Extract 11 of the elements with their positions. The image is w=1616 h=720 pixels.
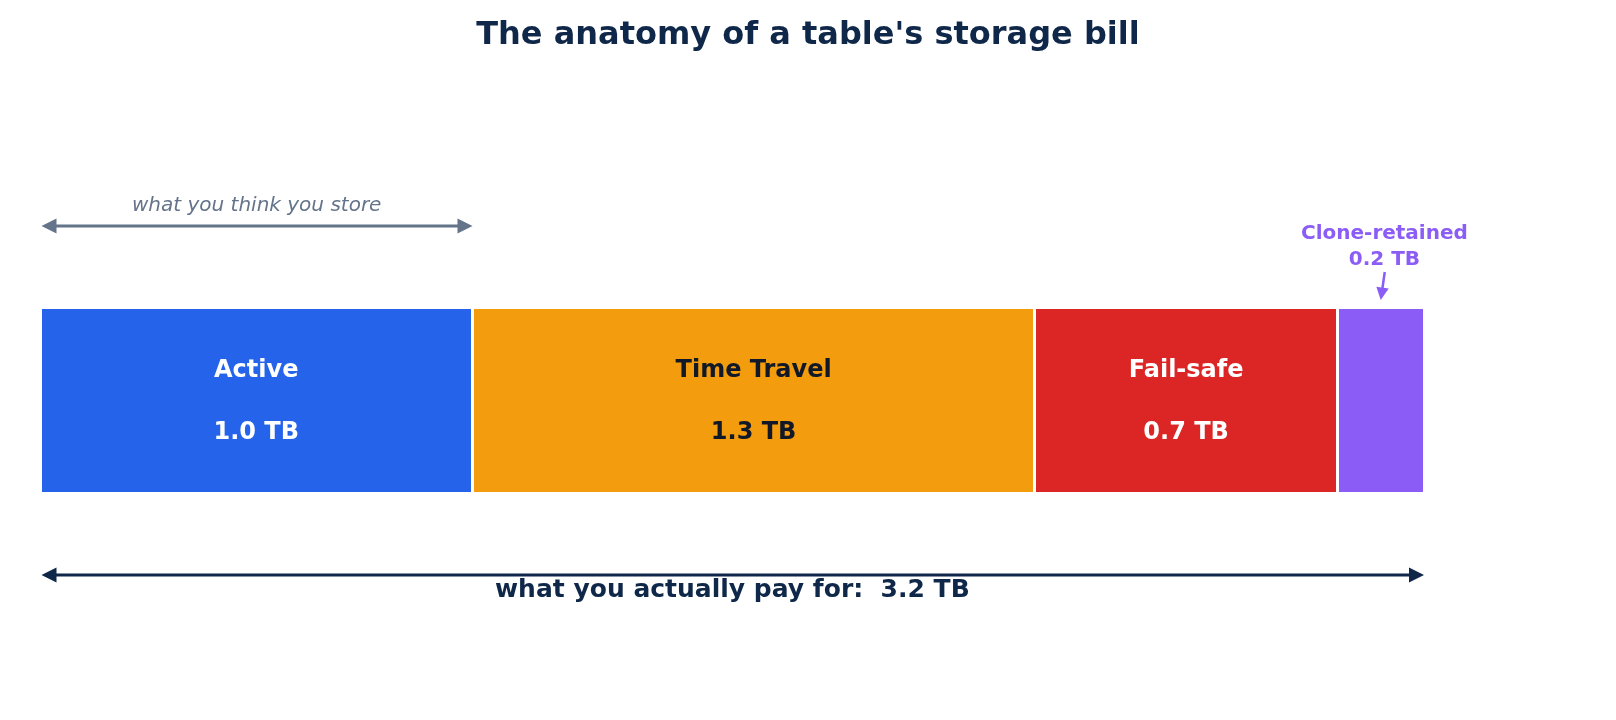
data-label: 1.0 TB [213, 417, 300, 446]
text: what you think you store [132, 192, 382, 216]
text: what you actually pay for: 3.2 TB [495, 574, 970, 603]
series-label: Active [214, 354, 299, 383]
series-label: Time Travel [675, 354, 832, 383]
series-label: Fail-safe [1128, 354, 1244, 383]
data-label: 0.2 TB [1348, 246, 1421, 270]
chart-title: The anatomy of a table's storage bill [476, 14, 1140, 52]
data-label: 0.7 TB [1143, 417, 1229, 446]
text: Clone-retained [1301, 220, 1468, 244]
data-label: 1.3 TB [710, 417, 797, 446]
